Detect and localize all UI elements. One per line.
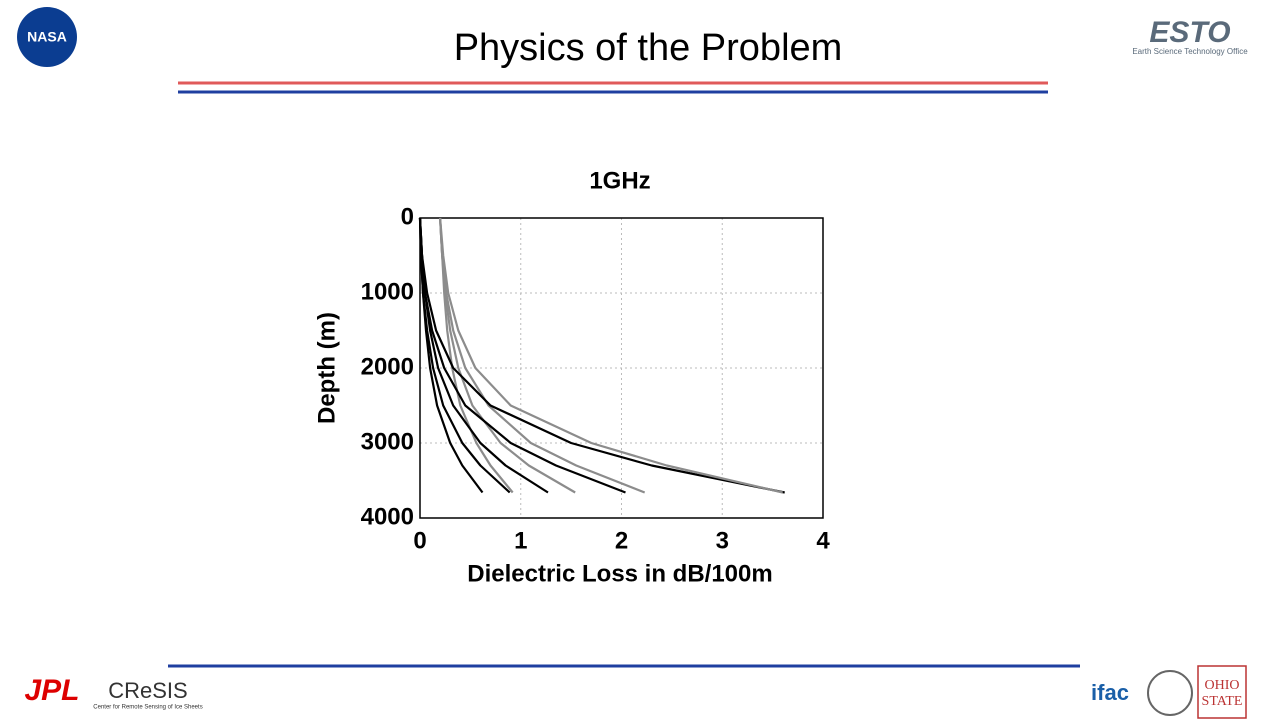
slide-title: Physics of the Problem (454, 27, 843, 69)
osu-text: STATE (1202, 694, 1243, 709)
osu-logo (1197, 665, 1247, 719)
x-tick-label: 0 (413, 527, 426, 554)
curve (439, 217, 646, 494)
nasa-text: NASA (27, 29, 67, 45)
plot-frame (419, 217, 824, 519)
cresis-sub: Center for Remote Sensing of Ice Sheets (93, 705, 202, 711)
curve (418, 217, 785, 494)
y-tick-label: 3000 (361, 428, 414, 455)
chart-title: 1GHz (589, 167, 650, 194)
osu-text: OHIO (1205, 678, 1240, 693)
x-tick-label: 3 (716, 527, 729, 554)
y-tick-label: 0 (401, 203, 414, 230)
ifac-text: ifac (1091, 680, 1129, 705)
x-tick-label: 2 (615, 527, 628, 554)
y-tick-label: 1000 (361, 278, 414, 305)
curve (439, 217, 514, 494)
esto-sub: Earth Science Technology Office (1132, 47, 1248, 56)
y-axis-label: Depth (m) (313, 312, 340, 424)
cresis-text: CReSIS (108, 678, 187, 703)
seal-logo (1147, 670, 1193, 716)
x-tick-label: 4 (816, 527, 830, 554)
nasa-logo (17, 7, 77, 67)
y-tick-label: 2000 (361, 353, 414, 380)
curve (418, 217, 511, 494)
esto-text: ESTO (1149, 16, 1230, 49)
curve (439, 217, 783, 494)
y-tick-label: 4000 (361, 503, 414, 530)
jpl-text: JPL (24, 674, 79, 707)
x-axis-label: Dielectric Loss in dB/100m (467, 560, 772, 587)
x-tick-label: 1 (514, 527, 527, 554)
